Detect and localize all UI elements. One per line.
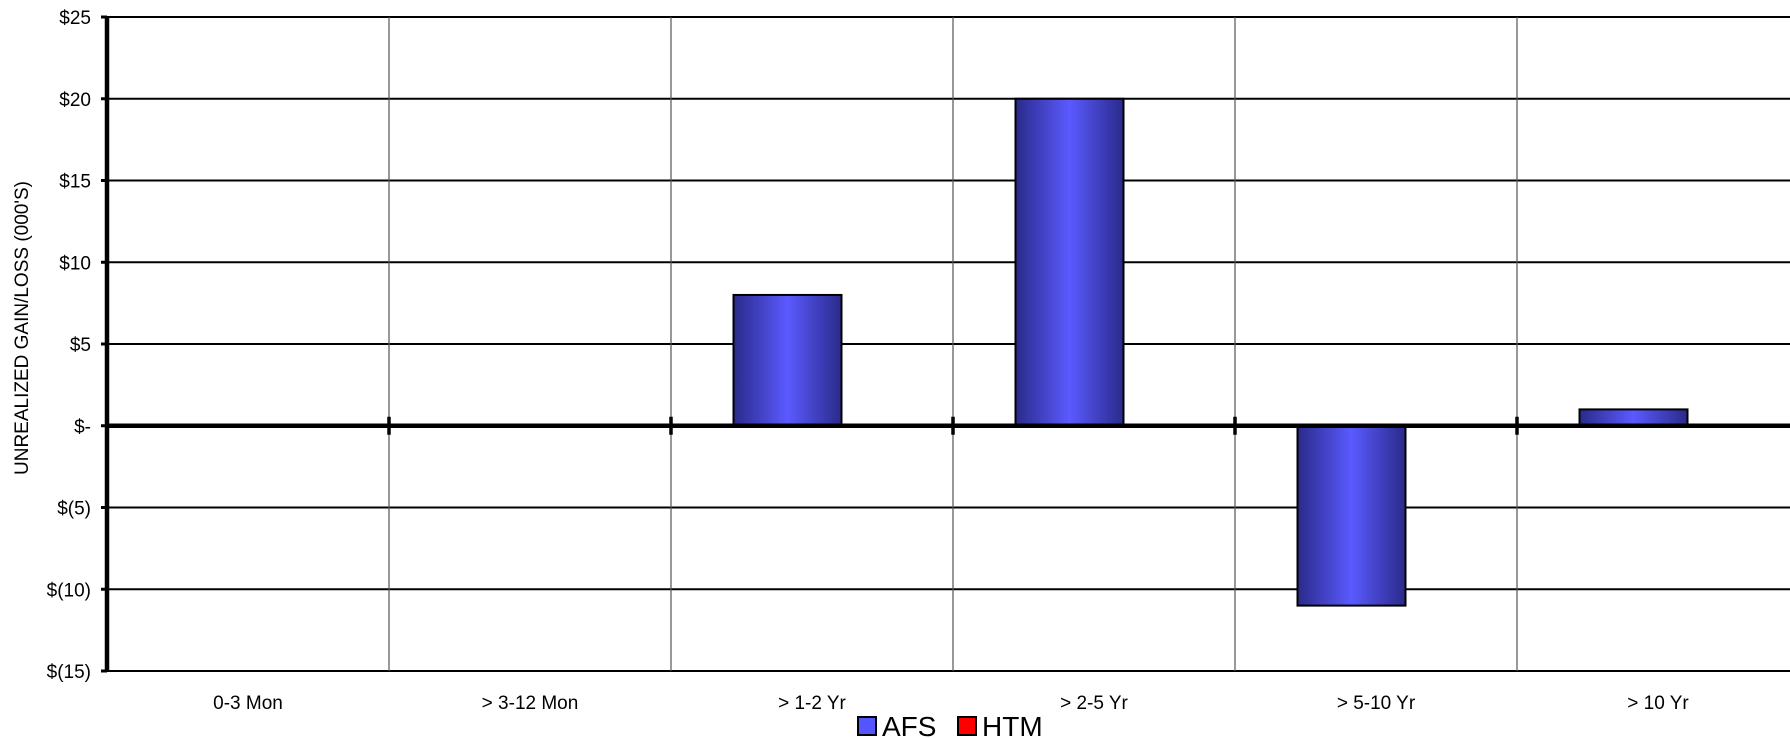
bar-afs-5 bbox=[1578, 408, 1689, 427]
y-tick-label: $(5) bbox=[57, 499, 91, 520]
x-tick-label: > 5-10 Yr bbox=[1337, 693, 1416, 714]
y-tick-label: $(10) bbox=[47, 580, 91, 601]
legend-label-htm: HTM bbox=[982, 711, 1043, 739]
gridlines bbox=[107, 16, 1790, 672]
x-tick-label: > 1-2 Yr bbox=[778, 693, 846, 714]
y-tick-label: $5 bbox=[70, 335, 91, 356]
y-axis-title: UNREALIZED GAIN/LOSS (000'S) bbox=[12, 181, 33, 475]
y-tick-label: $20 bbox=[59, 90, 91, 111]
bar-afs-4 bbox=[1296, 424, 1407, 607]
bars bbox=[732, 97, 1689, 607]
y-tick-label: $(15) bbox=[47, 662, 91, 683]
y-tick-labels: $25 $20 $15 $10 $5 $- $(5) $(10) $(15) bbox=[47, 8, 91, 683]
y-tick-label: $25 bbox=[59, 8, 91, 29]
x-tick-label: 0-3 Mon bbox=[213, 693, 283, 714]
axes bbox=[101, 15, 1790, 673]
legend: AFS HTM bbox=[857, 711, 1043, 739]
legend-swatch-afs bbox=[857, 716, 877, 736]
x-tick-labels: 0-3 Mon > 3-12 Mon > 1-2 Yr > 2-5 Yr > 5-10 … bbox=[213, 693, 1689, 714]
y-tick-label: $- bbox=[74, 417, 91, 438]
bar-afs-3 bbox=[1014, 97, 1125, 427]
bar-afs-2 bbox=[732, 293, 843, 427]
legend-label-afs: AFS bbox=[882, 711, 936, 739]
legend-swatch-htm bbox=[957, 716, 977, 736]
y-tick-label: $10 bbox=[59, 253, 91, 274]
x-tick-label: > 3-12 Mon bbox=[482, 693, 579, 714]
x-tick-label: > 2-5 Yr bbox=[1060, 693, 1128, 714]
x-tick-label: > 10 Yr bbox=[1627, 693, 1689, 714]
y-tick-label: $15 bbox=[59, 172, 91, 193]
